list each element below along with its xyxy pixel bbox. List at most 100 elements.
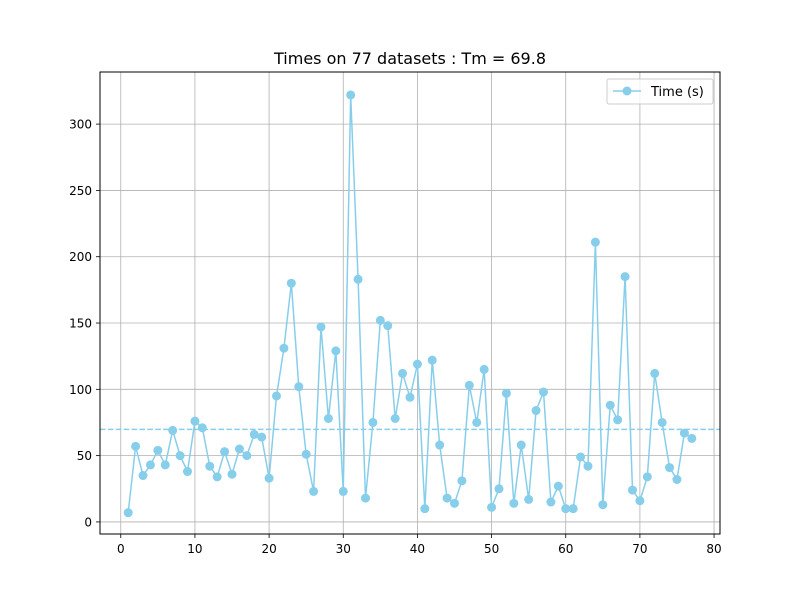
data-point bbox=[323, 414, 333, 423]
data-point bbox=[405, 392, 415, 402]
data-point bbox=[546, 497, 556, 507]
data-point bbox=[190, 416, 200, 426]
data-point bbox=[657, 417, 667, 427]
data-point bbox=[427, 355, 437, 365]
data-point bbox=[242, 451, 252, 461]
x-tick-label: 0 bbox=[117, 542, 125, 556]
data-point bbox=[672, 474, 682, 484]
data-point bbox=[316, 322, 326, 332]
plot-frame bbox=[99, 71, 721, 535]
data-point bbox=[383, 321, 393, 331]
data-point bbox=[294, 382, 304, 392]
data-point bbox=[123, 508, 133, 518]
data-point bbox=[516, 440, 526, 450]
y-tick-label: 250 bbox=[69, 184, 92, 198]
data-point bbox=[613, 415, 623, 425]
data-point bbox=[264, 473, 274, 483]
y-tick-label: 50 bbox=[77, 449, 92, 463]
x-tick-label: 60 bbox=[558, 542, 573, 556]
x-tick-label: 70 bbox=[632, 542, 647, 556]
data-point bbox=[168, 425, 178, 435]
data-point bbox=[583, 461, 593, 471]
data-point bbox=[679, 428, 689, 438]
data-point bbox=[635, 496, 645, 506]
data-point bbox=[487, 502, 497, 512]
data-point bbox=[331, 346, 341, 356]
x-tick-label: 30 bbox=[336, 542, 351, 556]
data-point bbox=[212, 472, 222, 482]
data-point bbox=[375, 315, 385, 325]
data-point bbox=[435, 440, 445, 450]
data-point bbox=[561, 504, 571, 514]
y-tick-label: 100 bbox=[69, 383, 92, 397]
data-point bbox=[501, 388, 511, 398]
data-point bbox=[568, 504, 578, 514]
data-point bbox=[160, 460, 170, 470]
x-tick-label: 10 bbox=[187, 542, 202, 556]
data-point bbox=[353, 274, 363, 284]
data-point bbox=[175, 451, 185, 461]
series-time bbox=[123, 90, 697, 518]
data-point bbox=[145, 460, 155, 470]
data-point bbox=[301, 449, 311, 459]
data-point bbox=[197, 423, 207, 433]
data-point bbox=[138, 471, 148, 481]
y-tick-label: 300 bbox=[69, 118, 92, 132]
data-point bbox=[531, 406, 541, 416]
x-axis-ticks: 0 10 20 30 40 50 60 70 80 bbox=[117, 534, 722, 556]
data-point bbox=[479, 364, 489, 374]
data-point bbox=[131, 441, 141, 451]
data-point bbox=[576, 452, 586, 462]
x-tick-label: 50 bbox=[484, 542, 499, 556]
x-tick-label: 40 bbox=[410, 542, 425, 556]
y-tick-label: 200 bbox=[69, 250, 92, 264]
data-point bbox=[553, 481, 563, 491]
x-tick-label: 80 bbox=[706, 542, 721, 556]
data-point bbox=[494, 484, 504, 494]
y-tick-label: 0 bbox=[84, 515, 92, 529]
data-point bbox=[338, 486, 348, 496]
x-tick-label: 20 bbox=[261, 542, 276, 556]
data-point bbox=[442, 493, 452, 503]
data-point bbox=[153, 445, 163, 455]
data-point bbox=[538, 387, 548, 397]
data-point bbox=[398, 368, 408, 378]
data-point bbox=[509, 498, 519, 508]
data-point bbox=[524, 494, 534, 504]
data-point bbox=[220, 447, 230, 457]
data-point bbox=[472, 417, 482, 427]
legend-label: Time (s) bbox=[650, 85, 704, 100]
y-axis-ticks: 0 50 100 150 200 250 300 bbox=[69, 118, 100, 529]
data-point bbox=[464, 380, 474, 390]
data-point bbox=[650, 368, 660, 378]
data-point bbox=[257, 432, 267, 442]
data-point bbox=[346, 90, 356, 100]
data-point bbox=[227, 469, 237, 479]
data-point bbox=[234, 444, 244, 454]
data-point bbox=[627, 485, 637, 495]
legend-marker bbox=[622, 86, 632, 96]
data-point bbox=[183, 467, 193, 477]
data-point bbox=[605, 400, 615, 410]
data-point bbox=[205, 461, 215, 471]
data-point bbox=[309, 486, 319, 496]
chart-title: Times on 77 datasets : Tm = 69.8 bbox=[273, 49, 546, 68]
data-point bbox=[368, 417, 378, 427]
data-point bbox=[279, 343, 289, 353]
data-point bbox=[412, 359, 422, 369]
data-point bbox=[249, 429, 259, 439]
grid-lines bbox=[100, 72, 720, 534]
data-point bbox=[390, 414, 400, 423]
data-point bbox=[687, 433, 697, 443]
data-point bbox=[590, 237, 600, 247]
data-point bbox=[361, 493, 371, 503]
data-point bbox=[286, 278, 296, 288]
data-point bbox=[272, 391, 282, 401]
data-point bbox=[665, 463, 675, 473]
legend-box bbox=[606, 78, 714, 105]
data-point bbox=[642, 472, 652, 482]
data-point bbox=[598, 500, 608, 510]
y-tick-label: 150 bbox=[69, 317, 92, 331]
data-point bbox=[457, 476, 467, 486]
